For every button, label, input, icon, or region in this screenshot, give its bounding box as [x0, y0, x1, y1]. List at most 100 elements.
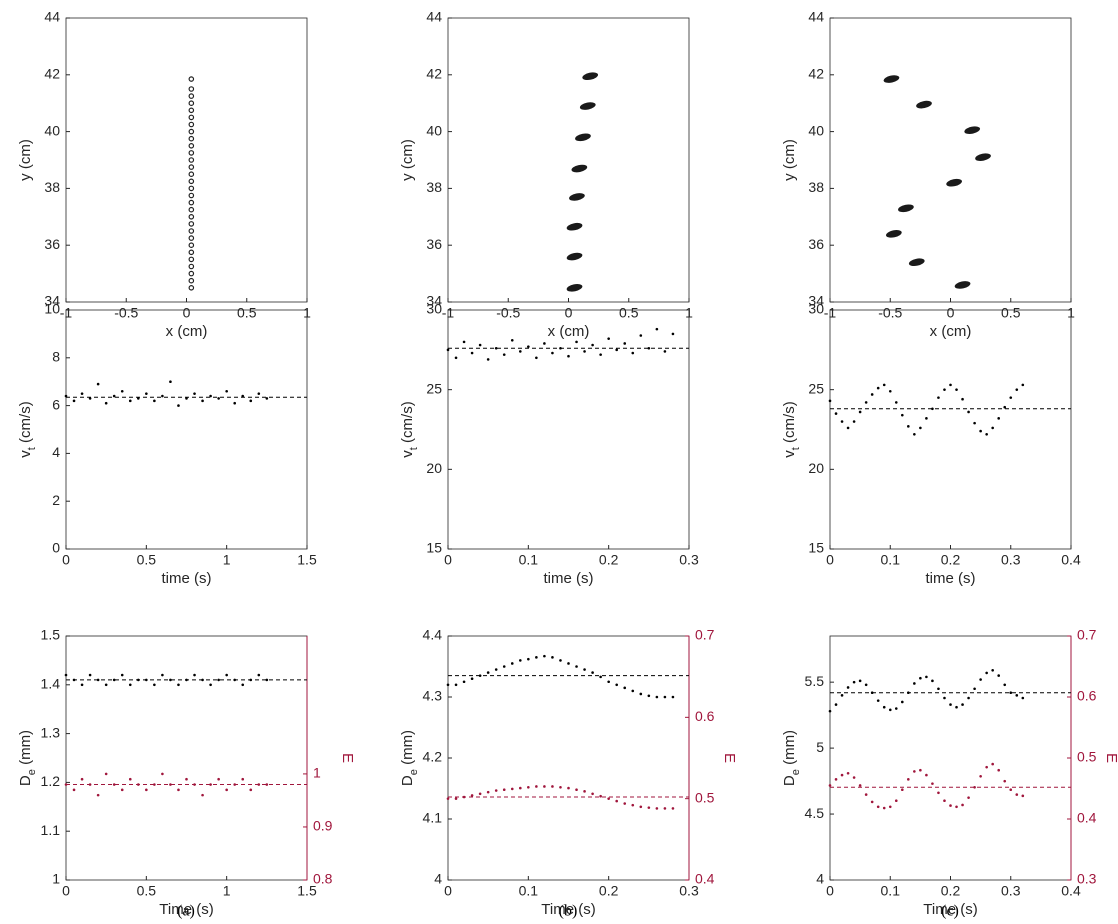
point [193, 673, 196, 677]
point [249, 399, 253, 403]
y-tick-label: 44 [44, 9, 60, 25]
y-axis-label: vt (cm/s) [781, 401, 802, 457]
y2-tick-label: 0.6 [1077, 688, 1097, 704]
point [591, 671, 594, 674]
point [188, 228, 195, 234]
point [901, 413, 904, 417]
point [462, 795, 466, 799]
bubble [566, 283, 583, 292]
point [919, 676, 922, 680]
point [985, 765, 988, 769]
point [551, 656, 554, 659]
point [470, 794, 474, 797]
y-axis-label-part: e [408, 769, 420, 775]
point [510, 662, 514, 665]
point [882, 383, 886, 387]
point [188, 192, 195, 199]
point [913, 682, 916, 685]
point [185, 397, 188, 400]
point [188, 256, 195, 263]
bubble [886, 230, 902, 238]
point [1009, 691, 1013, 695]
point [870, 800, 874, 804]
y-tick-label: 40 [426, 122, 442, 138]
point [551, 351, 554, 355]
point [120, 389, 124, 393]
point [985, 432, 988, 436]
point [937, 687, 940, 691]
x-tick-label: 0.1 [881, 552, 901, 568]
point [583, 790, 586, 793]
point [153, 783, 156, 786]
point [967, 696, 970, 700]
y2-tick-label: 1 [313, 765, 321, 781]
point [575, 340, 578, 344]
point [470, 677, 474, 680]
point [949, 703, 952, 706]
x-tick-label: 0.5 [619, 305, 639, 321]
y-tick-label: 4.4 [423, 627, 443, 643]
point [559, 346, 562, 350]
point [225, 389, 228, 393]
point [543, 342, 546, 345]
point [535, 785, 538, 788]
point [188, 100, 195, 107]
point [846, 426, 850, 430]
y-tick-label: 44 [426, 9, 442, 25]
point [543, 654, 546, 658]
bubble [908, 258, 925, 267]
y-axis-label-part: t [408, 447, 420, 450]
point [888, 389, 892, 393]
point [834, 412, 838, 415]
y-tick-label: 20 [808, 460, 824, 476]
x-tick-label: 0.2 [941, 552, 961, 568]
x-tick-label: 0 [444, 883, 452, 899]
point [64, 394, 68, 398]
point [1021, 794, 1025, 798]
bubble [954, 281, 971, 289]
point [583, 350, 586, 353]
point [985, 671, 988, 675]
plot-frame [65, 635, 308, 881]
point [188, 121, 195, 128]
point [470, 351, 474, 355]
point [997, 768, 1000, 772]
point [973, 687, 976, 691]
x-tick-label: 1.5 [297, 883, 317, 899]
point [462, 340, 466, 344]
point [852, 680, 856, 684]
point [840, 773, 844, 777]
point [188, 150, 195, 156]
point [955, 805, 958, 809]
bubble [883, 75, 900, 83]
point [599, 675, 602, 679]
y2-tick-label: 0.7 [1077, 627, 1097, 643]
point [120, 788, 124, 792]
bubble [571, 164, 588, 173]
point [188, 242, 195, 249]
point [527, 345, 530, 348]
point [1021, 383, 1025, 387]
point [925, 773, 928, 777]
y-tick-label: 42 [44, 66, 60, 82]
point [112, 678, 116, 682]
point [201, 793, 204, 797]
y2-tick-label: 0.8 [313, 871, 333, 887]
point [663, 807, 667, 810]
point [535, 656, 538, 659]
point [834, 703, 838, 706]
point [961, 803, 964, 807]
point [193, 392, 196, 395]
bubble [946, 178, 962, 187]
bubble [566, 222, 583, 231]
point [233, 401, 236, 405]
bubble [566, 252, 583, 261]
y2-tick-label: 0.4 [1077, 810, 1097, 826]
x-tick-label: 0.4 [1061, 552, 1081, 568]
x-tick-label: 0 [62, 883, 70, 899]
plot-frame [65, 309, 308, 550]
point [575, 788, 578, 792]
bubble [898, 204, 914, 213]
point [567, 662, 570, 665]
point [72, 399, 76, 403]
